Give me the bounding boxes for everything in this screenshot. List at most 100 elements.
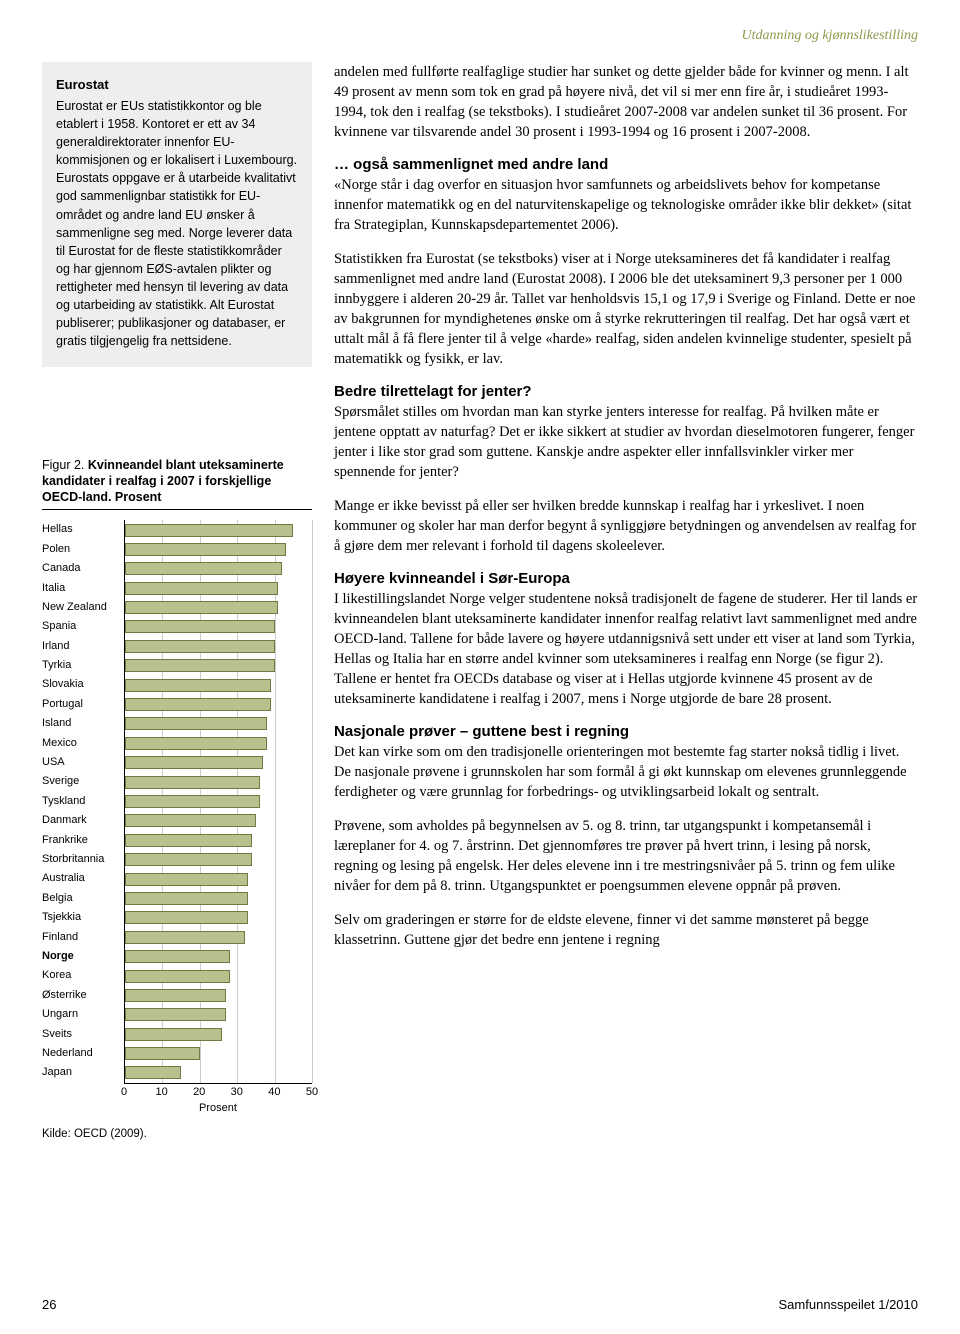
chart-bar-row [125,559,312,578]
chart-bar [125,892,248,905]
chart-category-label: Hellas [42,520,124,539]
chart-bar-row [125,1044,312,1063]
chart-x-axis: 01020304050 [124,1084,312,1100]
chart-bar [125,620,275,633]
page-number: 26 [42,1297,56,1312]
chart-category-label: Tyskland [42,792,124,811]
chart-bar [125,562,282,575]
chart-bar-row [125,753,312,772]
body-paragraph: Det kan virke som om den tradisjonelle o… [334,742,918,802]
body-paragraph: Spørsmålet stilles om hvordan man kan st… [334,402,918,482]
section-heading: Bedre tilrettelagt for jenter? [334,383,918,400]
chart-bar-row [125,889,312,908]
eurostat-infobox: Eurostat Eurostat er EUs statistikkontor… [42,62,312,367]
chart-category-label: Danmark [42,811,124,830]
body-paragraph: «Norge står i dag overfor en situasjon h… [334,175,918,235]
chart-bar [125,911,248,924]
figure-number: Figur 2. [42,458,88,472]
chart-category-label: Mexico [42,734,124,753]
chart-x-label: Prosent [124,1102,312,1114]
body-paragraph: Selv om graderingen er større for de eld… [334,910,918,950]
bar-chart: HellasPolenCanadaItaliaNew ZealandSpania… [42,520,312,1113]
chart-bar-row [125,617,312,636]
chart-bar-row [125,637,312,656]
chart-category-label: USA [42,753,124,772]
two-column-layout: Eurostat Eurostat er EUs statistikkontor… [42,62,918,1140]
chart-category-label: Tsjekkia [42,908,124,927]
chart-bar-row [125,675,312,694]
chart-bar-row [125,579,312,598]
chart-bar [125,1008,226,1021]
infobox-body: Eurostat er EUs statistikkontor og ble e… [56,97,298,351]
chart-bar-row [125,947,312,966]
chart-category-label: Italia [42,579,124,598]
chart-bar-row [125,656,312,675]
figure-source: Kilde: OECD (2009). [42,1128,312,1140]
chart-bar [125,989,226,1002]
chart-category-label: Ungarn [42,1005,124,1024]
chart-bar [125,756,263,769]
chart-bar-row [125,831,312,850]
figure-rule [42,509,312,510]
chart-bar [125,970,230,983]
chart-category-label: Korea [42,966,124,985]
chart-bar [125,698,271,711]
chart-bar [125,737,267,750]
chart-bar [125,601,278,614]
chart-bar [125,814,256,827]
chart-x-tick: 10 [155,1086,167,1098]
chart-bar [125,1028,222,1041]
chart-bar-row [125,1063,312,1082]
chart-gridline [312,520,313,1082]
body-paragraph: Statistikken fra Eurostat (se tekstboks)… [334,249,918,369]
chart-bar [125,795,260,808]
chart-bar [125,1047,200,1060]
section-heading: … også sammenlignet med andre land [334,156,918,173]
chart-bar-row [125,734,312,753]
chart-category-label: Island [42,714,124,733]
chart-category-label: Norge [42,947,124,966]
chart-category-label: Nederland [42,1044,124,1063]
chart-bar [125,931,245,944]
body-paragraph: andelen med fullførte realfaglige studie… [334,62,918,142]
chart-bar [125,543,286,556]
chart-bar-row [125,928,312,947]
chart-bar [125,950,230,963]
infobox-title: Eurostat [56,76,298,95]
chart-bar-row [125,908,312,927]
chart-category-label: Irland [42,637,124,656]
section-header: Utdanning og kjønnslikestilling [42,28,918,44]
chart-bar-row [125,850,312,869]
chart-bar [125,582,278,595]
chart-category-label: Frankrike [42,831,124,850]
chart-bar [125,524,293,537]
chart-bar-row [125,772,312,791]
section-heading: Høyere kvinneandel i Sør-Europa [334,570,918,587]
chart-category-label: Tyrkia [42,656,124,675]
figure-caption: Figur 2. Kvinneandel blant uteksaminerte… [42,457,312,506]
chart-category-label: Japan [42,1063,124,1082]
body-paragraph: I likestillingslandet Norge velger stude… [334,589,918,709]
chart-plot-area [124,520,312,1083]
right-column: andelen med fullførte realfaglige studie… [334,62,918,1140]
chart-bar [125,834,252,847]
chart-x-tick: 30 [231,1086,243,1098]
page-footer: 26 Samfunnsspeilet 1/2010 [42,1297,918,1312]
chart-x-tick: 40 [268,1086,280,1098]
body-paragraph: Mange er ikke bevisst på eller ser hvilk… [334,496,918,556]
chart-category-label: Belgia [42,889,124,908]
chart-category-label: Sverige [42,772,124,791]
chart-bar [125,717,267,730]
chart-bar-row [125,792,312,811]
body-paragraph: Prøvene, som avholdes på begynnelsen av … [334,816,918,896]
chart-category-label: Portugal [42,695,124,714]
chart-category-label: Østerrike [42,986,124,1005]
chart-category-label: Sveits [42,1025,124,1044]
chart-bar [125,659,275,672]
chart-bar [125,1066,181,1079]
chart-bar-row [125,1025,312,1044]
chart-category-label: Spania [42,617,124,636]
chart-bar [125,776,260,789]
publication-name: Samfunnsspeilet 1/2010 [779,1297,918,1312]
chart-x-tick: 50 [306,1086,318,1098]
